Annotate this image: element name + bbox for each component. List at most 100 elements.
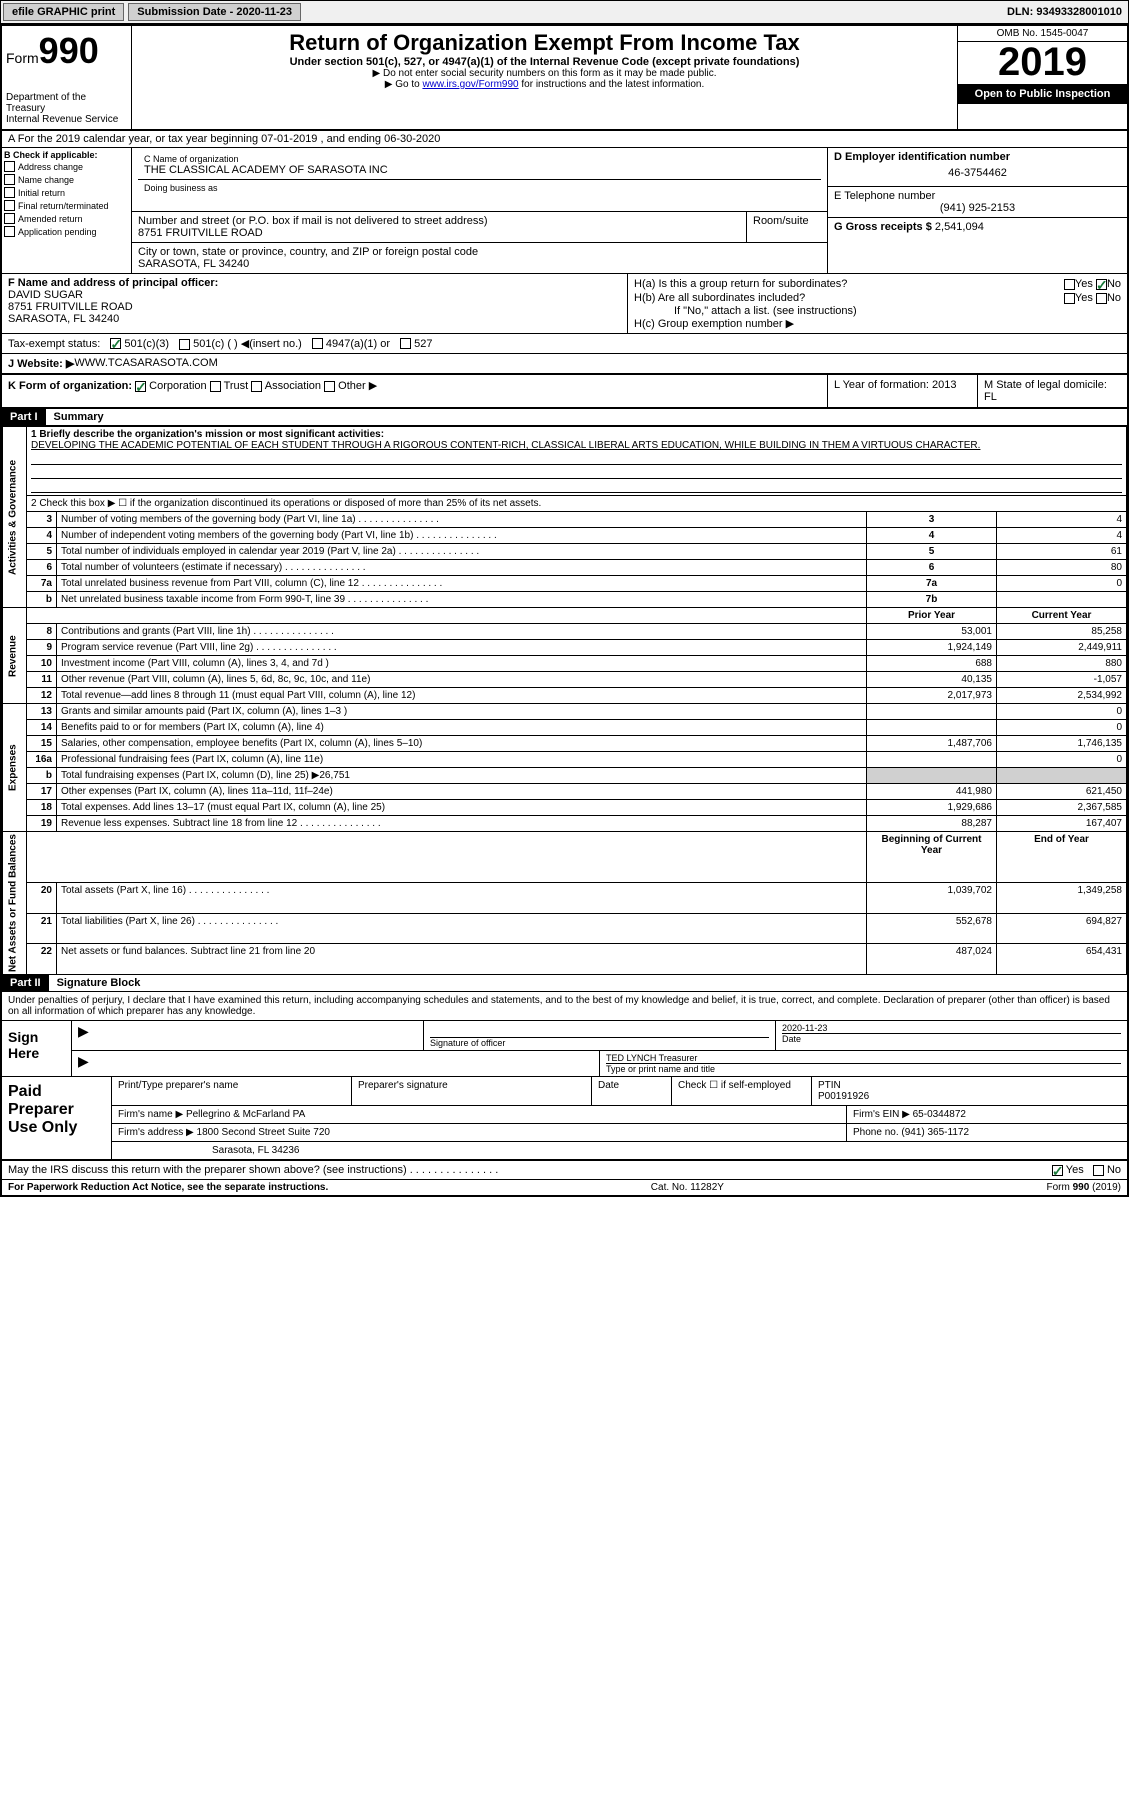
part1-title: Summary (46, 409, 112, 425)
preparer-section: Paid Preparer Use Only Print/Type prepar… (2, 1077, 1127, 1161)
trust-checkbox[interactable] (210, 381, 221, 392)
website-value: WWW.TCASARASOTA.COM (74, 357, 217, 370)
state-domicile: M State of legal domicile: FL (977, 375, 1127, 407)
hb-note: If "No," attach a list. (see instruction… (634, 305, 1121, 317)
form-title: Return of Organization Exempt From Incom… (136, 30, 953, 56)
row-k: K Form of organization: Corporation Trus… (2, 375, 1127, 409)
mission-text: DEVELOPING THE ACADEMIC POTENTIAL OF EAC… (31, 440, 1122, 451)
sidelabel-revenue: Revenue (3, 608, 27, 704)
declaration-text: Under penalties of perjury, I declare th… (2, 992, 1127, 1021)
ha-yes-checkbox[interactable] (1064, 279, 1075, 290)
line2: 2 Check this box ▶ ☐ if the organization… (27, 496, 1127, 512)
part2-badge: Part II (2, 975, 49, 991)
form-note-2: ▶ Go to www.irs.gov/Form990 for instruct… (136, 79, 953, 90)
summary-table: Activities & Governance 1 Briefly descri… (2, 426, 1127, 975)
other-checkbox[interactable] (324, 381, 335, 392)
irs-link[interactable]: www.irs.gov/Form990 (422, 79, 518, 90)
form-note-1: ▶ Do not enter social security numbers o… (136, 68, 953, 79)
sig-officer-label: Signature of officer (430, 1037, 769, 1048)
ha-label: H(a) Is this a group return for subordin… (634, 278, 847, 290)
officer-city: SARASOTA, FL 34240 (8, 313, 621, 325)
name-title-label: Type or print name and title (606, 1063, 1121, 1074)
initial-return-checkbox[interactable] (4, 187, 15, 198)
footer-center: Cat. No. 11282Y (651, 1182, 724, 1193)
arrow-icon: ▶ (78, 1023, 89, 1039)
firm-phone-label: Phone no. (853, 1127, 901, 1138)
line1-label: 1 Briefly describe the organization's mi… (31, 429, 1122, 440)
prep-name-label: Print/Type preparer's name (112, 1077, 352, 1105)
501c-checkbox[interactable] (179, 339, 190, 350)
part1-badge: Part I (2, 409, 46, 425)
officer-name: DAVID SUGAR (8, 289, 621, 301)
gross-receipts-value: 2,541,094 (935, 221, 984, 233)
hb-label: H(b) Are all subordinates included? (634, 292, 805, 304)
ein-label: D Employer identification number (834, 151, 1121, 163)
hb-yes-checkbox[interactable] (1064, 293, 1075, 304)
sign-here-label: Sign Here (2, 1021, 72, 1076)
discuss-label: May the IRS discuss this return with the… (8, 1164, 1052, 1176)
paid-preparer-label: Paid Preparer Use Only (2, 1077, 112, 1159)
discuss-no-checkbox[interactable] (1093, 1165, 1104, 1176)
city-value: SARASOTA, FL 34240 (138, 258, 821, 270)
website-label: J Website: ▶ (8, 357, 74, 370)
corp-checkbox[interactable] (135, 381, 146, 392)
officer-street: 8751 FRUITVILLE ROAD (8, 301, 621, 313)
tax-year: 2019 (958, 42, 1127, 82)
phone-label: E Telephone number (834, 190, 1121, 202)
prior-year-header: Prior Year (867, 608, 997, 624)
ein-value: 46-3754462 (834, 163, 1121, 183)
section-b-label: B Check if applicable: (4, 150, 129, 160)
4947-checkbox[interactable] (312, 338, 323, 349)
section-fh-container: F Name and address of principal officer:… (2, 274, 1127, 334)
sig-date-label: Date (782, 1033, 1121, 1044)
firm-addr1: 1800 Second Street Suite 720 (197, 1127, 330, 1138)
app-pending-checkbox[interactable] (4, 226, 15, 237)
amended-return-checkbox[interactable] (4, 213, 15, 224)
firm-name-label: Firm's name ▶ (118, 1109, 186, 1120)
org-name-label: C Name of organization (144, 154, 815, 164)
section-b-container: B Check if applicable: Address change Na… (2, 148, 1127, 274)
sidelabel-net: Net Assets or Fund Balances (3, 832, 27, 975)
firm-ein-value: 65-0344872 (913, 1109, 966, 1120)
name-change-checkbox[interactable] (4, 174, 15, 185)
form-container: Form990 Department of the Treasury Inter… (0, 24, 1129, 1197)
firm-ein-label: Firm's EIN ▶ (853, 1109, 913, 1120)
discuss-yes-checkbox[interactable] (1052, 1165, 1063, 1176)
firm-addr-label: Firm's address ▶ (118, 1127, 197, 1138)
city-label: City or town, state or province, country… (138, 246, 821, 258)
form-header: Form990 Department of the Treasury Inter… (2, 26, 1127, 131)
arrow-icon: ▶ (78, 1053, 89, 1069)
prep-sig-label: Preparer's signature (352, 1077, 592, 1105)
officer-name-value: TED LYNCH Treasurer (606, 1053, 1121, 1063)
assoc-checkbox[interactable] (251, 381, 262, 392)
submission-date-button[interactable]: Submission Date - 2020-11-23 (128, 3, 301, 21)
k-label: K Form of organization: (8, 380, 132, 392)
tax-status-row: Tax-exempt status: 501(c)(3) 501(c) ( ) … (2, 334, 1127, 354)
current-year-header: Current Year (997, 608, 1127, 624)
dept-label: Department of the Treasury Internal Reve… (6, 92, 127, 125)
firm-phone-value: (941) 365-1172 (901, 1127, 969, 1138)
room-label: Room/suite (753, 215, 821, 227)
firm-addr2: Sarasota, FL 34236 (112, 1142, 1127, 1159)
footer-right: Form 990 (2019) (1047, 1182, 1121, 1193)
street-value: 8751 FRUITVILLE ROAD (138, 227, 740, 239)
sign-here-row: Sign Here ▶ Signature of officer 2020-11… (2, 1021, 1127, 1077)
prep-date-label: Date (592, 1077, 672, 1105)
sidelabel-governance: Activities & Governance (3, 427, 27, 608)
tax-status-label: Tax-exempt status: (8, 338, 100, 350)
gross-receipts-label: G Gross receipts $ (834, 221, 935, 233)
top-bar: efile GRAPHIC print Submission Date - 20… (0, 0, 1129, 24)
form-number: Form990 (6, 30, 127, 72)
hb-no-checkbox[interactable] (1096, 293, 1107, 304)
501c3-checkbox[interactable] (110, 338, 121, 349)
sig-date-value: 2020-11-23 (782, 1023, 1121, 1033)
address-change-checkbox[interactable] (4, 161, 15, 172)
ha-no-checkbox[interactable] (1096, 279, 1107, 290)
website-row: J Website: ▶ WWW.TCASARASOTA.COM (2, 354, 1127, 375)
officer-label: F Name and address of principal officer: (8, 277, 621, 289)
final-return-checkbox[interactable] (4, 200, 15, 211)
year-formation: L Year of formation: 2013 (827, 375, 977, 407)
527-checkbox[interactable] (400, 338, 411, 349)
efile-button[interactable]: efile GRAPHIC print (3, 3, 124, 21)
discuss-row: May the IRS discuss this return with the… (2, 1161, 1127, 1180)
